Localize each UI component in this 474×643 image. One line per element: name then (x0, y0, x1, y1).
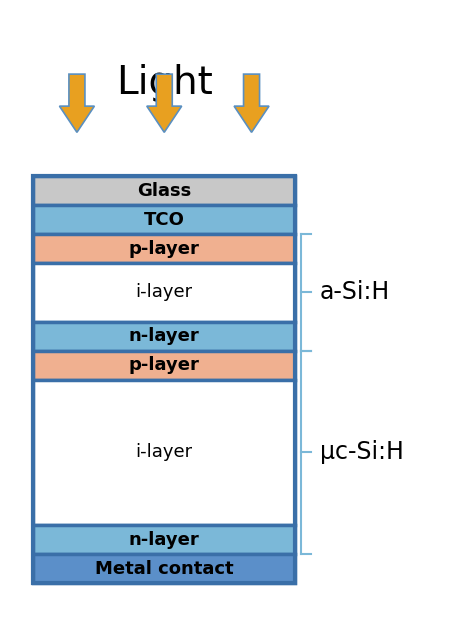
Text: TCO: TCO (144, 211, 185, 229)
Polygon shape (59, 74, 94, 132)
Text: n-layer: n-layer (129, 327, 200, 345)
Bar (33, 380, 295, 525)
Text: p-layer: p-layer (129, 240, 200, 258)
Bar (33, 234, 295, 263)
Text: p-layer: p-layer (129, 356, 200, 374)
Bar (33, 263, 295, 322)
Text: i-layer: i-layer (136, 284, 193, 302)
Bar (33, 525, 295, 554)
Bar (33, 350, 295, 380)
Bar (33, 322, 295, 350)
Text: a-Si:H: a-Si:H (320, 280, 390, 304)
Bar (33, 554, 295, 583)
Text: μc-Si:H: μc-Si:H (320, 440, 404, 464)
Polygon shape (147, 74, 182, 132)
Text: Metal contact: Metal contact (95, 560, 234, 578)
Text: i-layer: i-layer (136, 444, 193, 462)
Text: Glass: Glass (137, 181, 191, 199)
Bar (33, 176, 295, 205)
Text: Light: Light (116, 64, 213, 102)
Polygon shape (234, 74, 269, 132)
Bar (33, 205, 295, 234)
Bar (33, 176, 295, 583)
Text: n-layer: n-layer (129, 530, 200, 548)
